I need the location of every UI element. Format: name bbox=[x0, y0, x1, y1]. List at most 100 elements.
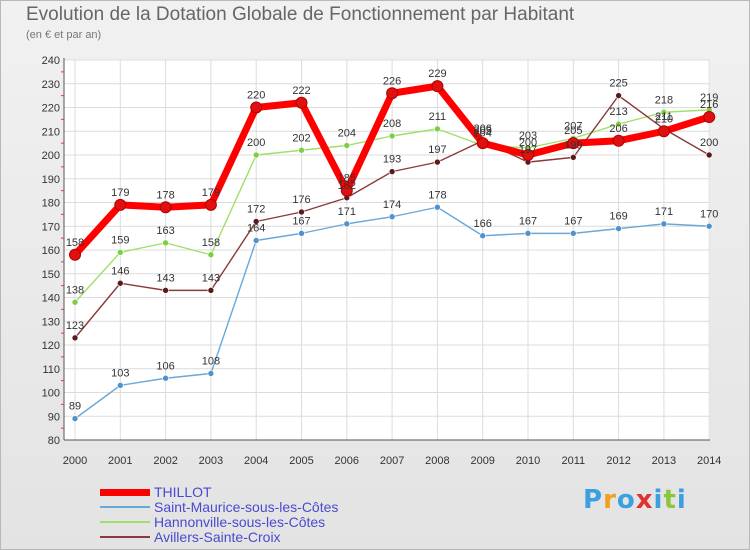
data-point bbox=[522, 149, 534, 161]
data-point bbox=[162, 374, 169, 382]
data-point bbox=[69, 248, 81, 261]
data-label: 206 bbox=[609, 123, 627, 135]
data-label: 229 bbox=[428, 68, 446, 80]
data-label: 210 bbox=[655, 113, 673, 125]
data-label: 206 bbox=[474, 123, 492, 135]
data-label: 178 bbox=[428, 189, 446, 201]
data-label: 179 bbox=[202, 187, 220, 199]
data-label: 178 bbox=[156, 189, 174, 201]
data-point bbox=[434, 125, 441, 133]
y-tick-label: 140 bbox=[42, 293, 60, 305]
data-point bbox=[71, 334, 79, 342]
y-tick-label: 130 bbox=[42, 316, 60, 328]
y-tick-label: 170 bbox=[42, 221, 60, 233]
data-label: 169 bbox=[609, 211, 627, 223]
data-label: 199 bbox=[564, 139, 582, 151]
data-point bbox=[343, 220, 351, 228]
data-label: 89 bbox=[69, 401, 81, 413]
proxiti-logo: Proxiti bbox=[583, 485, 687, 515]
data-label: 197 bbox=[428, 144, 446, 156]
x-tick-label: 2009 bbox=[470, 455, 494, 467]
y-tick-label: 190 bbox=[42, 174, 60, 186]
data-point bbox=[476, 137, 489, 150]
data-label: 205 bbox=[564, 125, 582, 137]
data-point bbox=[117, 382, 124, 389]
logo-letter: x bbox=[635, 485, 654, 515]
y-tick-label: 110 bbox=[42, 364, 60, 376]
series-saint-maurice-sous-les-c-tes bbox=[71, 203, 713, 422]
data-label: 200 bbox=[519, 137, 537, 149]
chart-subtitle: (en € et par an) bbox=[26, 29, 102, 41]
data-point bbox=[705, 222, 713, 230]
data-point bbox=[612, 134, 625, 147]
x-tick-label: 2002 bbox=[153, 455, 177, 467]
x-tick-label: 2006 bbox=[335, 455, 359, 467]
data-point bbox=[386, 87, 399, 100]
data-point bbox=[340, 184, 353, 197]
data-point bbox=[343, 142, 351, 149]
data-point bbox=[207, 251, 215, 259]
data-label: 185 bbox=[338, 173, 356, 185]
data-label: 108 bbox=[202, 356, 220, 368]
data-label: 207 bbox=[564, 120, 582, 132]
data-label: 204 bbox=[338, 128, 356, 140]
logo-letter: P bbox=[583, 485, 604, 515]
data-label: 123 bbox=[66, 320, 84, 332]
x-tick-label: 2003 bbox=[199, 455, 223, 467]
data-label: 225 bbox=[609, 78, 627, 90]
data-point bbox=[615, 92, 622, 99]
legend-swatch bbox=[100, 521, 150, 523]
x-tick-label: 2001 bbox=[108, 455, 132, 467]
data-label: 200 bbox=[700, 137, 718, 149]
y-tick-label: 120 bbox=[42, 340, 60, 352]
x-tick-label: 2014 bbox=[697, 455, 721, 467]
data-point bbox=[204, 198, 217, 211]
legend-label: THILLOT bbox=[154, 484, 212, 500]
data-label: 222 bbox=[292, 85, 310, 97]
data-point bbox=[388, 132, 396, 140]
data-label: 203 bbox=[519, 130, 537, 142]
data-label: 167 bbox=[519, 215, 537, 227]
data-point bbox=[434, 203, 441, 211]
legend-swatch bbox=[100, 506, 150, 508]
logo-letter: i bbox=[653, 485, 664, 515]
x-tick-label: 2010 bbox=[516, 455, 540, 467]
logo-letter: o bbox=[616, 485, 636, 515]
data-label: 216 bbox=[700, 99, 718, 111]
data-point bbox=[615, 225, 622, 232]
data-label: 204 bbox=[474, 128, 492, 140]
data-point bbox=[114, 198, 127, 211]
data-label: 193 bbox=[383, 154, 401, 166]
data-label: 143 bbox=[202, 272, 220, 284]
data-label: 158 bbox=[66, 237, 84, 249]
data-label: 138 bbox=[66, 284, 84, 296]
data-point bbox=[434, 158, 441, 166]
data-label: 170 bbox=[700, 208, 718, 220]
data-point bbox=[207, 287, 215, 294]
x-tick-label: 2013 bbox=[652, 455, 676, 467]
data-point bbox=[569, 154, 577, 161]
data-label: 220 bbox=[247, 90, 265, 102]
y-tick-label: 200 bbox=[42, 150, 60, 162]
data-point bbox=[298, 146, 305, 154]
data-point bbox=[71, 415, 79, 422]
data-label: 182 bbox=[338, 180, 356, 192]
y-tick-label: 90 bbox=[48, 411, 60, 423]
data-label: 166 bbox=[474, 218, 492, 230]
data-label: 158 bbox=[202, 237, 220, 249]
data-point bbox=[252, 151, 260, 159]
data-point bbox=[388, 213, 396, 221]
data-label: 200 bbox=[247, 137, 265, 149]
data-label: 179 bbox=[111, 187, 129, 199]
logo-letter: r bbox=[603, 485, 617, 515]
x-tick-label: 2012 bbox=[606, 455, 630, 467]
x-tick-label: 2005 bbox=[289, 455, 313, 467]
data-label: 211 bbox=[655, 111, 673, 123]
data-label: 171 bbox=[655, 206, 673, 218]
data-point bbox=[569, 230, 577, 237]
legend-label: Avillers-Sainte-Croix bbox=[154, 529, 281, 545]
data-point bbox=[207, 370, 215, 377]
legend-label: Saint-Maurice-sous-les-Côtes bbox=[154, 499, 339, 515]
data-label: 143 bbox=[156, 272, 174, 284]
